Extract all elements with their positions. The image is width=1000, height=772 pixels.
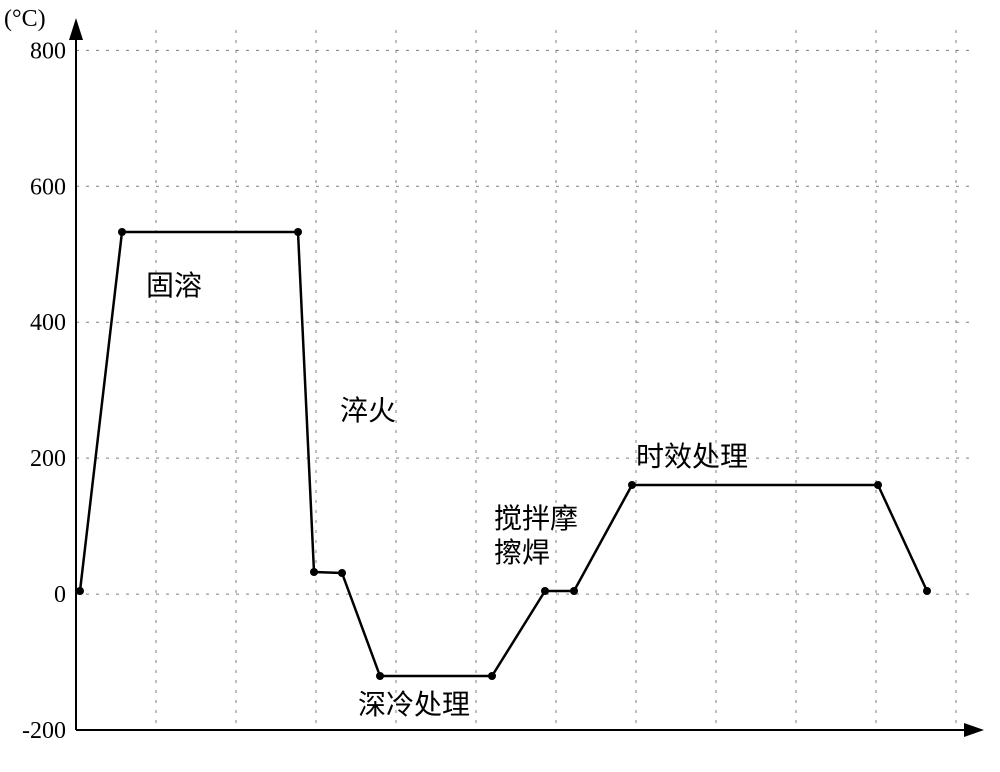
annotation-label: 淬火 bbox=[340, 395, 396, 427]
y-tick-label: -200 bbox=[22, 718, 66, 744]
data-point bbox=[294, 228, 302, 236]
annotation-label: 时效处理 bbox=[636, 441, 748, 473]
data-point bbox=[541, 587, 549, 595]
data-point bbox=[338, 569, 346, 577]
data-point bbox=[570, 587, 578, 595]
data-point bbox=[118, 228, 126, 236]
annotation-label: 搅拌摩 bbox=[494, 503, 578, 535]
y-tick-label: 400 bbox=[30, 310, 66, 336]
data-point bbox=[923, 587, 931, 595]
annotation-label: 深冷处理 bbox=[358, 689, 470, 721]
annotation-label: 固溶 bbox=[146, 270, 202, 302]
data-point bbox=[628, 481, 636, 489]
data-point bbox=[488, 672, 496, 680]
annotation-label: 擦焊 bbox=[494, 537, 550, 569]
y-tick-label: 200 bbox=[30, 446, 66, 472]
data-point bbox=[76, 587, 84, 595]
data-point bbox=[874, 481, 882, 489]
y-tick-label: 600 bbox=[30, 174, 66, 200]
y-tick-label: 800 bbox=[30, 38, 66, 64]
temperature-line-chart: -200 0 200 400 600 800 (°C) 固溶淬火深冷处理 搅拌摩擦焊 时效处理 bbox=[0, 0, 1000, 772]
data-point bbox=[376, 672, 384, 680]
y-axis-label: (°C) bbox=[4, 6, 46, 32]
y-tick-label: 0 bbox=[54, 582, 66, 608]
data-point bbox=[310, 568, 318, 576]
